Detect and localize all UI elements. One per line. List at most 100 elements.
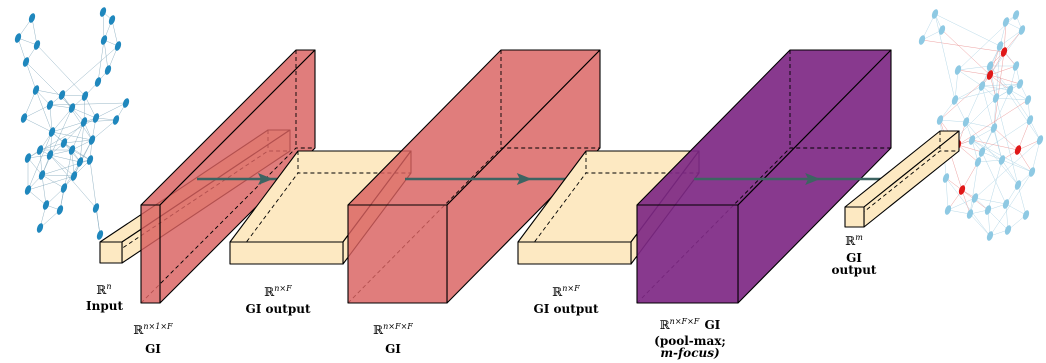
graph-edge — [977, 159, 1003, 163]
graph-node — [958, 185, 966, 195]
graph-edge — [957, 144, 983, 153]
graph-edge — [945, 177, 991, 237]
box-front-face — [229, 241, 344, 265]
box-hidden-edge — [844, 150, 959, 228]
graph-node — [92, 203, 100, 213]
graph-edge — [27, 154, 51, 159]
graph-edge — [97, 39, 105, 83]
gi-output-2-label: ℝn×F GI output — [526, 284, 606, 315]
graph-edge — [947, 209, 971, 215]
graph-edge — [27, 189, 47, 206]
graph-edge — [989, 65, 1041, 141]
gi1-label: ℝn×1×F GI — [118, 322, 188, 356]
graph-edge — [941, 29, 991, 76]
graph-edge — [989, 74, 1021, 85]
gi-block-3-pool-max — [636, 49, 892, 304]
graph-edge — [1005, 203, 1027, 216]
graph-edge — [987, 159, 1003, 211]
graph-node — [24, 185, 32, 195]
graph-edge — [981, 151, 1003, 161]
graph-node — [968, 135, 976, 145]
input-space: ℝ — [96, 283, 107, 297]
graph-edge — [84, 95, 97, 119]
graph-node — [60, 138, 68, 148]
gi2-space-dims: n×F×F — [383, 322, 413, 331]
graph-node — [104, 65, 112, 75]
graph-node — [58, 90, 66, 100]
graph-node — [1028, 167, 1036, 177]
graph-node — [33, 40, 41, 50]
graph-edge — [993, 127, 1019, 151]
graph-edge — [1017, 149, 1033, 173]
graph-edge — [934, 13, 956, 101]
box-front-face — [347, 204, 448, 304]
box-front-face — [99, 241, 123, 264]
graph-node — [996, 41, 1004, 51]
graph-edge — [25, 61, 73, 109]
graph-edge — [95, 117, 117, 121]
graph-edge — [974, 197, 1007, 205]
gi1-name: GI — [145, 341, 161, 356]
gi-output-1-space: ℝ — [264, 285, 275, 299]
graph-edge — [39, 209, 61, 229]
graph-edge — [1001, 159, 1019, 186]
arrow-head — [516, 173, 532, 185]
graph-node — [81, 91, 89, 101]
graph-node — [96, 230, 104, 240]
graph-edge — [71, 121, 85, 151]
gi-output-3-label: ℝm GI output — [828, 233, 880, 277]
graph-edge — [989, 74, 997, 99]
graph-edge — [41, 174, 65, 189]
graph-node — [1014, 180, 1022, 190]
graph-edge — [961, 161, 979, 191]
graph-node — [936, 115, 944, 125]
gi-output-3-space: ℝ — [845, 234, 856, 248]
graph-node — [38, 170, 46, 180]
graph-node — [92, 113, 100, 123]
graph-node — [986, 70, 994, 80]
graph-node — [1002, 17, 1010, 27]
gi-block-1 — [140, 49, 316, 304]
graph-edge — [987, 209, 991, 237]
graph-node — [36, 223, 44, 233]
graph-node — [60, 183, 68, 193]
graph-node — [70, 171, 78, 181]
graph-edge — [957, 69, 983, 87]
box-hidden-edge — [140, 147, 315, 304]
graph-node — [99, 7, 107, 17]
graph-edge — [1031, 139, 1041, 173]
graph-edge — [989, 45, 1001, 76]
graph-edge — [1003, 21, 1007, 53]
graph-edge — [79, 121, 85, 163]
graph-node — [28, 13, 36, 23]
graph-edge — [993, 127, 1003, 161]
graph-node — [1012, 10, 1020, 20]
graph-edge — [1029, 119, 1041, 141]
graph-node — [974, 157, 982, 167]
graph-node — [88, 135, 96, 145]
graph-edge — [35, 89, 53, 133]
graph-node — [1000, 47, 1008, 57]
graph-node — [978, 81, 986, 91]
graph-edge — [91, 119, 117, 141]
graph-edge — [51, 131, 93, 141]
input-label: ℝn Input — [86, 282, 123, 312]
gi3-label: ℝn×F×F GI (pool-max; m-focus) — [640, 316, 740, 360]
graph-edge — [35, 89, 63, 96]
graph-edge — [71, 149, 91, 161]
graph-edge — [957, 99, 1029, 146]
graph-edge — [63, 142, 91, 161]
graph-edge — [36, 44, 86, 97]
graph-node — [1002, 199, 1010, 209]
graph-node — [944, 205, 952, 215]
gi2-name: GI — [385, 341, 401, 356]
gi-output-3-name-1: GI — [846, 250, 862, 265]
graph-edge — [957, 65, 991, 71]
graph-edge — [1001, 159, 1033, 173]
graph-edge — [1005, 203, 1009, 231]
graph-edge — [63, 121, 85, 144]
graph-edge — [95, 207, 101, 236]
gi3-space: ℝ — [659, 318, 670, 332]
graph-edge — [1017, 184, 1027, 216]
graph-edge — [41, 174, 75, 177]
